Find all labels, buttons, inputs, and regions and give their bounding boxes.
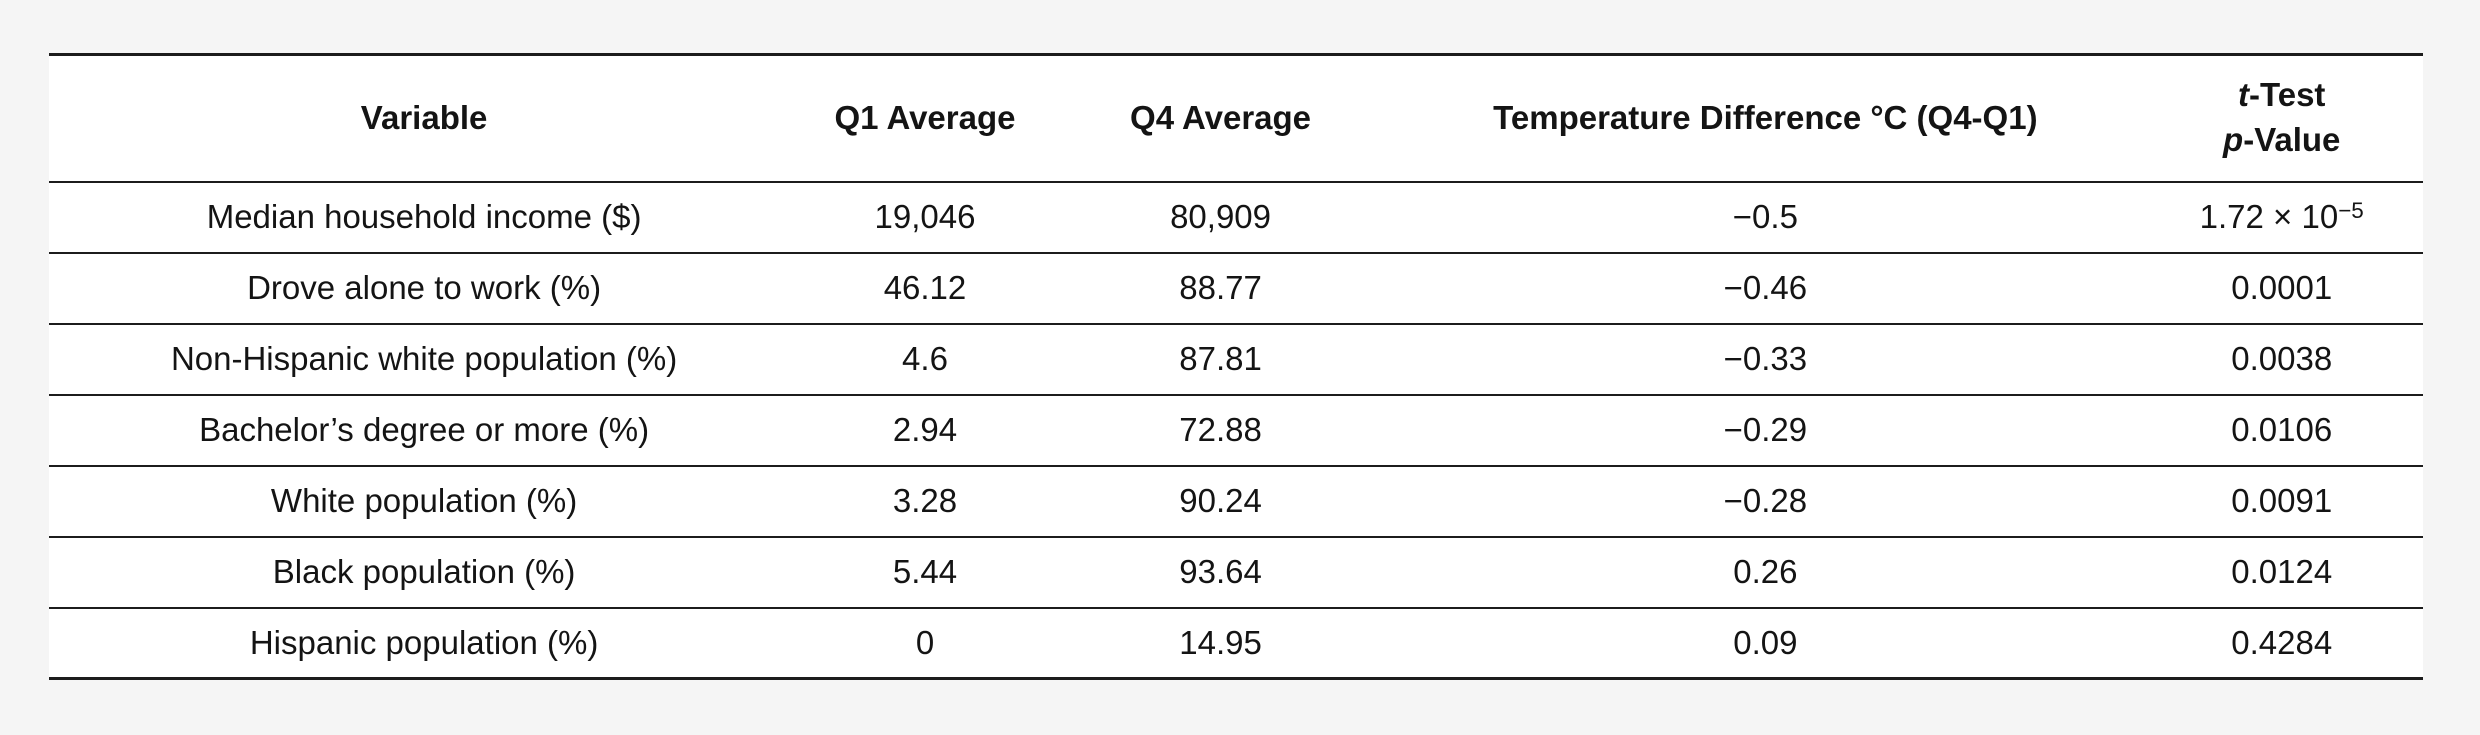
cell-temp-difference: 0.09 [1733, 623, 1798, 661]
cell-variable: White population (%) [49, 465, 800, 538]
cell-q4-average: 93.64 [1050, 536, 1391, 609]
cell-temp-difference: −0.28 [1390, 465, 2141, 538]
column-header-temp-difference: Temperature Difference °C (Q4-Q1) [1390, 54, 2141, 183]
cell-q1-average: 46.12 [799, 252, 1051, 325]
cell-q4-average: 14.95 [1179, 623, 1262, 661]
column-header-q1-average: Q1 Average [799, 54, 1051, 183]
ttest-p-italic: p [2223, 121, 2244, 159]
cell-temp-difference: −0.29 [1390, 394, 2141, 467]
table-row: White population (%) 3.28 90.24 −0.28 0.… [49, 465, 2423, 538]
cell-p-value: 0.0091 [2140, 465, 2423, 538]
cell-temp-difference: −0.5 [1390, 181, 2141, 254]
table-row: Drove alone to work (%) 46.12 88.77 −0.4… [49, 252, 2423, 325]
cell-variable: Hispanic population (%) [249, 623, 599, 661]
cell-temp-difference: −0.33 [1390, 323, 2141, 396]
cell-q1-average: 0 [915, 623, 935, 661]
cell-variable: Median household income ($) [49, 181, 800, 254]
cell-q1-average: 5.44 [799, 536, 1051, 609]
column-header-q4-average: Q4 Average [1050, 54, 1391, 183]
cell-q1-average: 4.6 [799, 323, 1051, 396]
cell-p-value: 0.0038 [2140, 323, 2423, 396]
table-header-row: Variable Q1 Average Q4 Average Temperatu… [49, 54, 2423, 183]
ttest-p-rest: -Value [2243, 121, 2341, 159]
cell-temp-difference: 0.26 [1390, 536, 2141, 609]
table-row: Bachelor’s degree or more (%) 2.94 72.88… [49, 394, 2423, 467]
cell-variable: Drove alone to work (%) [49, 252, 800, 325]
cell-p-value: 0.4284 [2231, 623, 2333, 661]
cell-q4-average: 80,909 [1050, 181, 1391, 254]
cell-q1-average: 2.94 [799, 394, 1051, 467]
cell-q4-average: 72.88 [1050, 394, 1391, 467]
cell-q4-average: 87.81 [1050, 323, 1391, 396]
column-header-variable: Variable [49, 54, 800, 183]
stats-table: Variable Q1 Average Q4 Average Temperatu… [49, 53, 2423, 680]
cell-variable: Bachelor’s degree or more (%) [49, 394, 800, 467]
cell-p-value: 0.0106 [2140, 394, 2423, 467]
ttest-header-line2: p-Value [2150, 118, 2413, 163]
cell-variable: Black population (%) [49, 536, 800, 609]
column-header-ttest-pvalue: t-Test p-Value [2140, 54, 2423, 183]
ttest-header-line1: t-Test [2150, 73, 2413, 118]
cell-q4-average: 88.77 [1050, 252, 1391, 325]
ttest-t-italic: t [2238, 76, 2250, 114]
cell-variable: Non-Hispanic white population (%) [49, 323, 800, 396]
cell-q4-average: 90.24 [1050, 465, 1391, 538]
table-row: Median household income ($) 19,046 80,90… [49, 181, 2423, 254]
p-value-base: 1.72 × 10 [2199, 198, 2339, 235]
cell-p-value: 0.0124 [2140, 536, 2423, 609]
table-row: Hispanic population (%) 0 14.95 0.09 0.4… [49, 608, 2423, 679]
cell-p-value: 0.0001 [2140, 252, 2423, 325]
cell-q1-average: 3.28 [799, 465, 1051, 538]
table-row: Non-Hispanic white population (%) 4.6 87… [49, 323, 2423, 396]
ttest-t-rest: -Test [2249, 76, 2326, 114]
table-row: Black population (%) 5.44 93.64 0.26 0.0… [49, 536, 2423, 609]
stats-table-container: Variable Q1 Average Q4 Average Temperatu… [49, 53, 2423, 680]
p-value-exponent: −5 [2338, 197, 2364, 223]
cell-q1-average: 19,046 [799, 181, 1051, 254]
cell-p-value: 1.72 × 10−5 [2140, 181, 2423, 254]
cell-temp-difference: −0.46 [1390, 252, 2141, 325]
